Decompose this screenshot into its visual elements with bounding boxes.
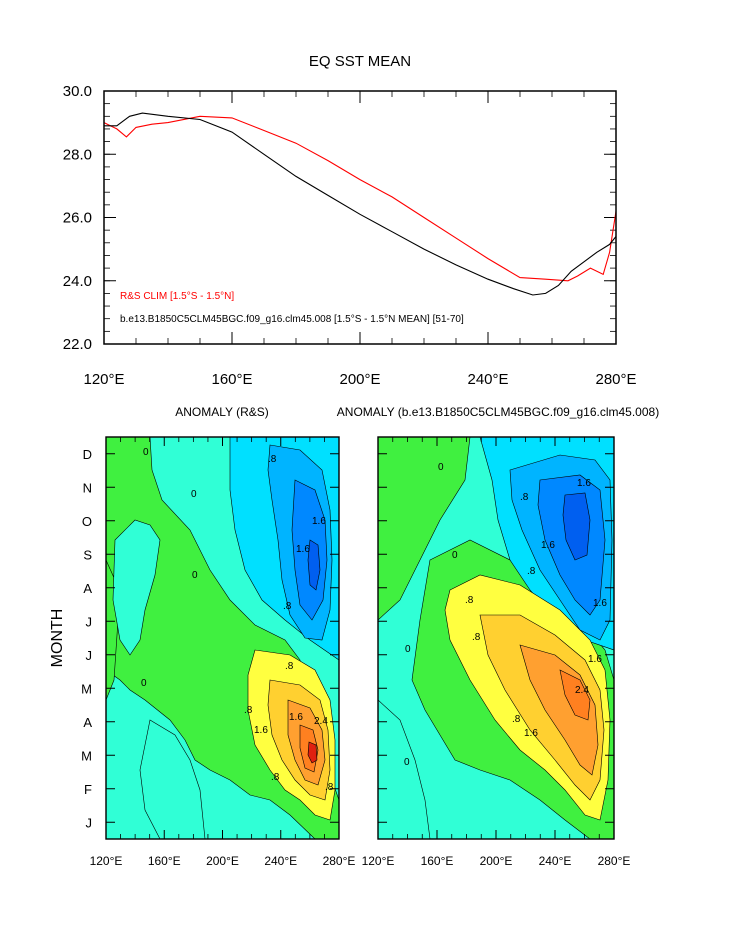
month-tick-label: O — [82, 514, 92, 529]
anomaly-model-title: ANOMALY (b.e13.B1850C5CLM45BGC.f09_g16.c… — [337, 405, 659, 419]
contour-fill-warm-24 — [519, 644, 599, 776]
month-tick-label: N — [83, 480, 92, 495]
contour-fill-southwest — [139, 719, 206, 839]
contour-label: 1.6 — [289, 712, 303, 723]
x-tick-label: 240°E — [539, 854, 572, 868]
month-axis-label: MONTH — [49, 609, 66, 668]
contour-label: .8 — [527, 566, 536, 577]
x-tick-label: 160°E — [211, 371, 252, 388]
month-tick-label: A — [83, 581, 92, 596]
month-tick-label: J — [86, 815, 93, 830]
contour-label: 1.6 — [296, 544, 310, 555]
contour-fill-warm-32 — [559, 669, 591, 721]
x-tick-label: 200°E — [206, 854, 239, 868]
contour-fill-warm-core — [307, 741, 318, 764]
x-tick-label: 120°E — [83, 371, 124, 388]
anomaly-model-panel: ANOMALY (b.e13.B1850C5CLM45BGC.f09_g16.c… — [337, 405, 659, 868]
month-tick-label: D — [83, 447, 92, 462]
contour-label: .8 — [285, 661, 294, 672]
anomaly-rs-panel: ANOMALY (R&S) MONTH — [49, 405, 355, 868]
month-tick-label: A — [83, 715, 92, 730]
contour-label: 1.6 — [541, 540, 555, 551]
contour-label: 1.6 — [254, 725, 268, 736]
month-tick-label: M — [81, 748, 92, 763]
y-tick-label: 24.0 — [63, 273, 92, 290]
contour-label: 0 — [405, 644, 411, 655]
contour-label: 2.4 — [314, 716, 328, 727]
x-tick-label: 120°E — [90, 854, 123, 868]
anomaly-rs-title: ANOMALY (R&S) — [175, 405, 269, 419]
y-tick-label: 22.0 — [63, 336, 92, 353]
x-tick-label: 160°E — [148, 854, 181, 868]
line-chart: EQ SST MEAN 120°E 160°E 200°E 240°E 280°E 22.… — [63, 53, 637, 388]
legend-entry-rs-clim: R&S CLIM [1.5°S - 1.5°N] — [120, 291, 234, 302]
x-tick-label: 160°E — [421, 854, 454, 868]
anomaly-model-contour-labels: 0 0 0 0 .8 .8 .8 1.6 1.6 1.6 2.4 1.6 .8 … — [404, 462, 607, 768]
y-tick-label: 28.0 — [63, 146, 92, 163]
contour-label: .8 — [472, 632, 481, 643]
contour-label: .8 — [520, 492, 529, 503]
contour-fill-west-pool — [112, 519, 161, 656]
contour-label: .8 — [512, 714, 521, 725]
contour-label: 1.6 — [588, 654, 602, 665]
anomaly-rs-frame — [105, 436, 340, 840]
contour-fill-southwest — [378, 699, 431, 839]
contour-label: 2.4 — [575, 685, 589, 696]
contour-label: 0 — [143, 447, 149, 458]
contour-label: 0 — [141, 678, 147, 689]
line-chart-frame — [103, 90, 617, 345]
x-tick-label: 200°E — [480, 854, 513, 868]
contour-label: .8 — [465, 595, 474, 606]
contour-label: 1.6 — [593, 598, 607, 609]
anomaly-rs-axes: 120°E 160°E 200°E 240°E 280°E J F M A M J J A S O N D — [81, 437, 355, 868]
contour-label: 0 — [192, 570, 198, 581]
legend-entry-model: b.e13.B1850C5CLM45BGC.f09_g16.clm45.008 … — [120, 314, 464, 325]
series-line-model — [104, 112, 616, 296]
contour-label: .8 — [268, 454, 277, 465]
contour-label: 0 — [404, 757, 410, 768]
contour-label: 0 — [438, 462, 444, 473]
y-tick-label: 26.0 — [63, 210, 92, 227]
contour-fill-zero-band — [378, 437, 471, 621]
month-tick-label: F — [84, 782, 92, 797]
month-tick-label: J — [86, 614, 93, 629]
x-tick-label: 280°E — [323, 854, 356, 868]
x-tick-label: 280°E — [598, 854, 631, 868]
y-tick-label: 30.0 — [63, 83, 92, 100]
contour-label: .8 — [325, 782, 334, 793]
contour-label: 0 — [191, 489, 197, 500]
x-tick-label: 120°E — [362, 854, 395, 868]
month-tick-label: S — [83, 547, 92, 562]
contour-label: .8 — [271, 772, 280, 783]
x-tick-label: 200°E — [339, 371, 380, 388]
line-chart-title: EQ SST MEAN — [309, 53, 411, 70]
x-tick-label: 280°E — [595, 371, 636, 388]
contour-label: 1.6 — [524, 728, 538, 739]
month-tick-label: J — [86, 648, 93, 663]
contour-label: .8 — [244, 705, 253, 716]
month-tick-label: M — [81, 681, 92, 696]
contour-label: 0 — [452, 550, 458, 561]
anomaly-model-frame — [377, 436, 615, 840]
anomaly-rs-contour-labels: 0 0 0 0 .8 .8 .8 .8 1.6 1.6 1.6 2.4 1.6 … — [141, 447, 334, 793]
x-tick-label: 240°E — [467, 371, 508, 388]
contour-label: 1.6 — [312, 516, 326, 527]
contour-label: 1.6 — [577, 478, 591, 489]
contour-fill-cool-24 — [562, 492, 591, 561]
line-chart-axes: 120°E 160°E 200°E 240°E 280°E 22.0 24.0 26.0 28.… — [63, 83, 637, 388]
x-tick-label: 240°E — [264, 854, 297, 868]
contour-fill-cool-24 — [307, 539, 321, 591]
series-line-rs-clim — [104, 115, 616, 282]
contour-label: .8 — [283, 601, 292, 612]
